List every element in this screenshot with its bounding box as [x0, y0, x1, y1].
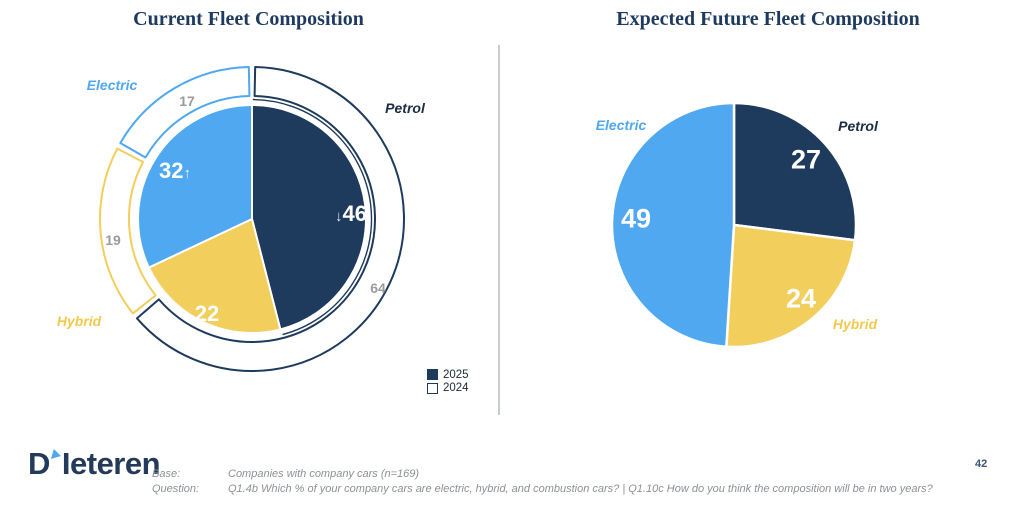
electric-up-arrow-icon: ↑: [183, 165, 191, 182]
petrol-2025-value: 46: [342, 201, 367, 226]
legend-label-2025: 2025: [443, 368, 469, 381]
legend: 2025 2024: [427, 368, 469, 395]
page-number: 42: [975, 458, 988, 470]
left-value-hybrid: 22: [194, 301, 220, 326]
footnotes: Base: Companies with company cars (n=169…: [152, 468, 933, 495]
left-chart-title: Current Fleet Composition: [133, 8, 364, 30]
dieteren-logo: D Ieteren: [28, 446, 161, 482]
left-ring-value-petrol: 64: [370, 280, 386, 296]
right-value-electric: 49: [620, 203, 652, 234]
question-value: Q1.4b Which % of your company cars are e…: [228, 483, 933, 495]
legend-swatch-2024: [427, 382, 438, 394]
right-value-petrol: 27: [790, 144, 822, 175]
right-label-electric: Electric: [595, 117, 647, 133]
base-value: Companies with company cars (n=169): [228, 468, 420, 480]
left-value-electric: 32↑: [159, 160, 191, 182]
logo-rest: Ieteren: [61, 446, 161, 481]
legend-row-2024: 2024: [427, 382, 469, 396]
electric-2025-value: 32: [159, 158, 184, 183]
logo-apostrophe-triangle-icon: [50, 449, 61, 459]
left-label-petrol: Petrol: [385, 100, 425, 116]
left-label-electric: Electric: [86, 77, 138, 93]
vertical-divider: [498, 45, 500, 415]
right-chart-title: Expected Future Fleet Composition: [616, 8, 920, 30]
left-value-petrol: ↓46: [335, 203, 367, 225]
left-label-hybrid: Hybrid: [56, 313, 102, 329]
question-label: Question:: [152, 483, 200, 495]
right-label-hybrid: Hybrid: [832, 316, 878, 332]
legend-label-2024: 2024: [443, 382, 469, 395]
base-label: Base:: [152, 468, 181, 480]
right-label-petrol: Petrol: [838, 118, 878, 134]
right-value-hybrid: 24: [785, 283, 817, 314]
left-ring-value-electric: 17: [179, 93, 195, 109]
legend-swatch-2025: [427, 369, 438, 381]
petrol-down-arrow-icon: ↓: [335, 208, 343, 225]
logo-letter-d: D: [28, 446, 50, 481]
left-ring-value-hybrid: 19: [105, 232, 121, 248]
legend-row-2025: 2025: [427, 368, 469, 382]
